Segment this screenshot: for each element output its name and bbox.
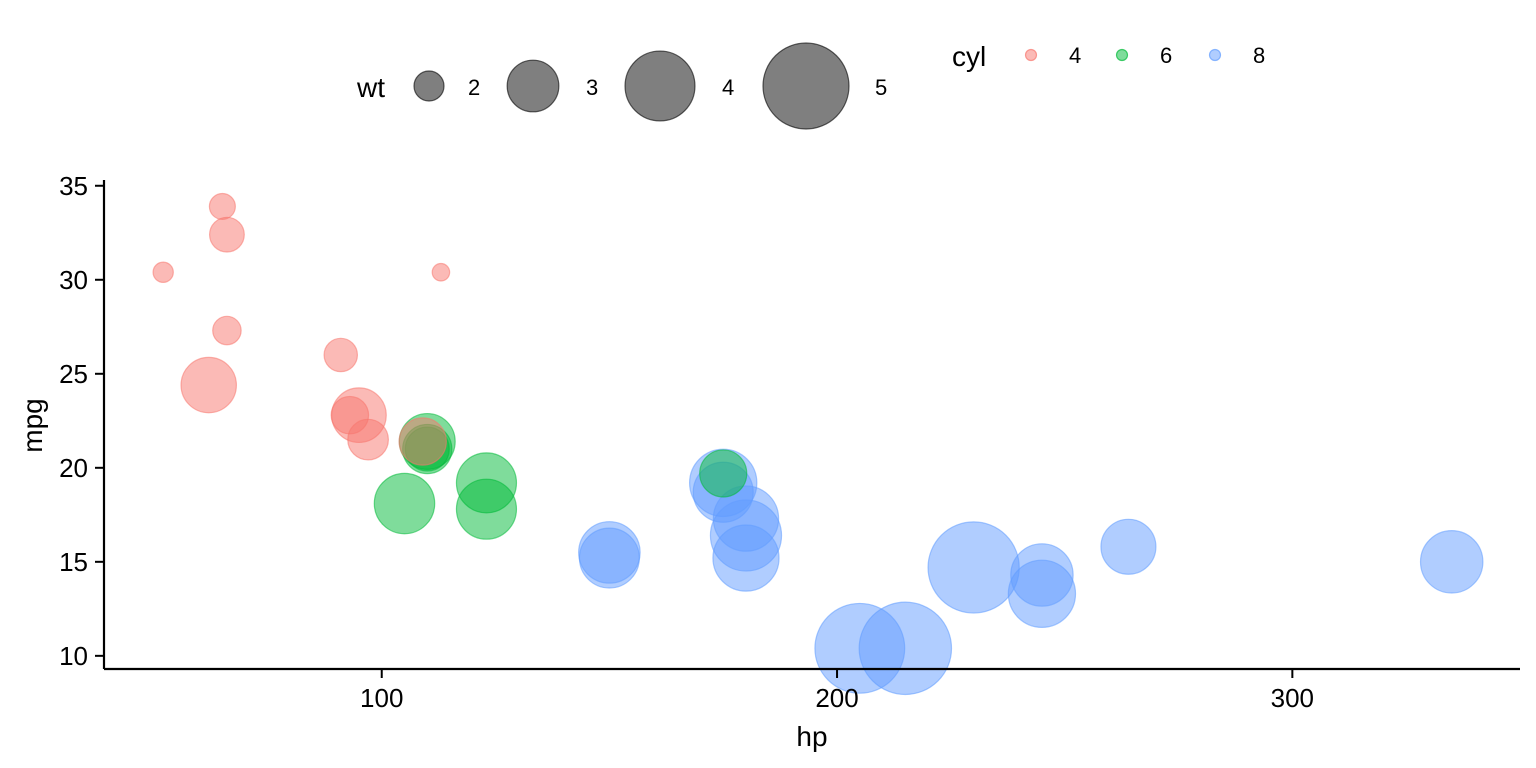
color-legend: cyl 4 6 8 <box>952 41 1265 72</box>
data-point <box>373 472 436 535</box>
data-point <box>152 261 174 283</box>
data-point <box>180 356 237 414</box>
data-point <box>927 521 1020 614</box>
data-point <box>347 418 389 461</box>
data-point <box>398 417 447 466</box>
x-tick-label: 100 <box>360 683 403 713</box>
data-point <box>712 524 780 592</box>
y-tick-label: 25 <box>59 359 88 389</box>
data-point <box>1100 518 1157 575</box>
size-legend-title: wt <box>356 72 385 103</box>
points-layer <box>152 192 1484 696</box>
y-ticks: 10 15 20 25 30 35 <box>59 171 104 671</box>
size-legend-key <box>413 70 445 102</box>
color-legend-label: 8 <box>1253 43 1265 68</box>
size-legend: wt 2 3 4 5 <box>356 42 887 130</box>
color-legend-key <box>1115 48 1129 62</box>
size-legend-label: 3 <box>586 75 598 100</box>
data-point <box>212 315 242 346</box>
data-point <box>578 527 640 589</box>
color-legend-label: 6 <box>1160 43 1172 68</box>
data-point <box>699 449 748 498</box>
data-point <box>455 478 518 540</box>
size-legend-key <box>762 42 850 130</box>
color-legend-key <box>1024 48 1038 62</box>
color-legend-title: cyl <box>952 41 986 72</box>
x-axis-title: hp <box>796 721 827 752</box>
size-legend-key <box>624 50 696 122</box>
data-point <box>1419 530 1484 594</box>
y-tick-label: 30 <box>59 265 88 295</box>
data-point <box>208 192 236 221</box>
data-point <box>1007 559 1077 628</box>
y-tick-label: 20 <box>59 453 88 483</box>
color-legend-key <box>1208 48 1222 62</box>
y-tick-label: 35 <box>59 171 88 201</box>
size-legend-label: 2 <box>468 75 480 100</box>
x-tick-label: 200 <box>815 683 858 713</box>
data-point <box>858 601 953 696</box>
data-point <box>208 216 245 253</box>
axes-layer: 100 200 300 10 15 20 25 30 35 hp mpg <box>17 171 1520 752</box>
data-point <box>323 337 359 373</box>
y-tick-label: 10 <box>59 641 88 671</box>
y-tick-label: 15 <box>59 547 88 577</box>
x-ticks: 100 200 300 <box>360 669 1314 713</box>
color-legend-label: 4 <box>1069 43 1081 68</box>
size-legend-key <box>506 59 560 113</box>
size-legend-label: 5 <box>875 75 887 100</box>
x-tick-label: 300 <box>1271 683 1314 713</box>
size-legend-label: 4 <box>722 75 734 100</box>
y-axis-title: mpg <box>17 398 48 452</box>
data-point <box>431 262 451 282</box>
